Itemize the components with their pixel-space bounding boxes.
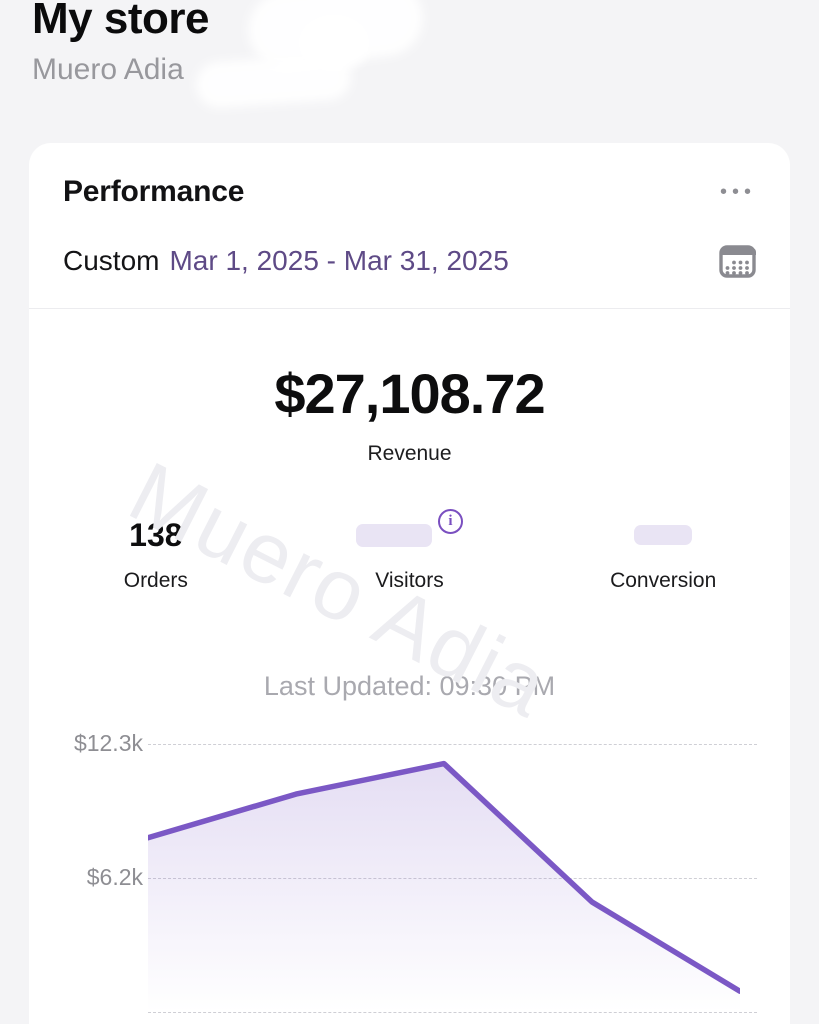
- card-header: Performance •••: [63, 175, 756, 209]
- last-updated: Last Updated: 09:30 PM: [263, 671, 556, 701]
- visitors-value-redacted: [356, 523, 432, 547]
- orders-value: 138: [129, 517, 183, 553]
- calendar-icon[interactable]: [719, 243, 756, 279]
- performance-card: Performance ••• Custom Mar 1, 2025 - Mar…: [29, 143, 790, 1024]
- revenue-value: $27,108.72: [274, 362, 545, 425]
- metric-conversion[interactable]: Conversion: [536, 511, 790, 593]
- redaction-blob: [298, 14, 370, 72]
- metric-visitors[interactable]: i Visitors: [283, 508, 537, 593]
- more-options-button[interactable]: •••: [720, 176, 756, 208]
- date-range-row[interactable]: Custom Mar 1, 2025 - Mar 31, 2025: [63, 239, 756, 283]
- metric-orders[interactable]: 138 Orders: [29, 511, 283, 593]
- revenue-label: Revenue: [367, 442, 452, 465]
- divider: [29, 308, 790, 309]
- metrics-row: 138 Orders i Visitors Conversion: [29, 508, 790, 593]
- card-title: Performance: [63, 175, 245, 208]
- store-name: Muero Adia: [32, 52, 184, 86]
- conversion-label: Conversion: [610, 569, 717, 592]
- conversion-value-redacted: [634, 525, 693, 545]
- revenue-block: $27,108.72 Revenue: [29, 361, 790, 466]
- page-title: My store: [32, 0, 209, 43]
- info-icon[interactable]: i: [438, 508, 463, 534]
- page-header: My store Muero Adia: [32, 0, 209, 87]
- orders-label: Orders: [123, 569, 188, 592]
- visitors-label: Visitors: [375, 569, 444, 592]
- date-range-value: Mar 1, 2025 - Mar 31, 2025: [169, 245, 509, 276]
- date-filter-type: Custom: [63, 245, 160, 276]
